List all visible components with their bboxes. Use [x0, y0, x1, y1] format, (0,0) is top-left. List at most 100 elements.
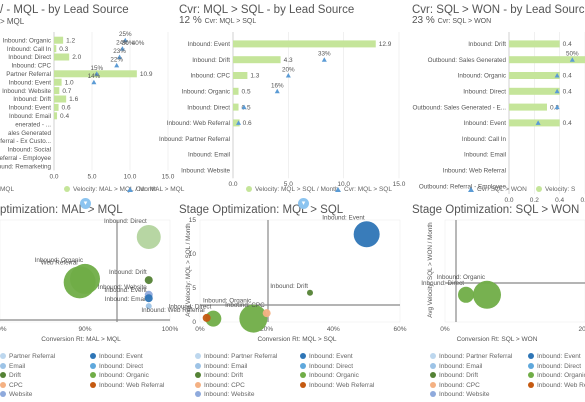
p6-legend-label: Inbound: Web Referral [537, 381, 585, 389]
p3-x-tick: 0.2 [530, 197, 539, 204]
p4-legend-item[interactable]: Email [0, 363, 25, 370]
p1-x-tick: 10.0 [124, 173, 137, 180]
panel3-subtitle-value: 23 % [412, 15, 435, 26]
panel2-filter-icon[interactable]: ▾ [298, 198, 309, 209]
legend-swatch [430, 372, 436, 379]
p1-marker-label: 24% [116, 40, 129, 47]
p5-y-label: Avg Velocity: MQL > SQL / Month [185, 223, 192, 317]
p6-legend-label: Inbound: Organic [537, 372, 585, 379]
p1-bar [54, 112, 58, 120]
p1-bar [54, 95, 67, 103]
p5-legend-label: Inbound: Email [204, 362, 248, 370]
p5-point-label: Inbound: Event [322, 214, 365, 221]
p1-bar-value-label: 1.0 [65, 79, 74, 86]
p4-legend-label: Website [9, 391, 33, 398]
p5-legend-item[interactable]: Inbound: Drift [195, 372, 243, 379]
p4-point [144, 276, 153, 285]
p5-legend-item[interactable]: Inbound: Partner Referral [195, 353, 277, 360]
legend-swatch [195, 391, 201, 398]
p6-legend-item[interactable]: Inbound: Organic [528, 372, 585, 379]
p1-marker [94, 71, 100, 76]
p1-bar [54, 87, 60, 95]
p4-point [145, 303, 152, 310]
legend-bar-swatch [246, 186, 252, 193]
p2-marker [285, 73, 291, 78]
p4-legend-item[interactable]: Drift [0, 372, 21, 379]
p2-bar-value-label: 0.6 [243, 120, 252, 127]
p2-x-tick: 15.0 [393, 181, 406, 188]
p3-category-label: Inbound: Web Referral [443, 168, 506, 175]
p3-bar [509, 103, 547, 111]
legend-marker-swatch [468, 186, 474, 192]
p6-legend-item[interactable]: Inbound: Event [528, 353, 581, 360]
p1-bar [54, 53, 70, 61]
p4-legend-item[interactable]: Inbound: Web Referral [90, 382, 164, 389]
p6-legend-item[interactable]: Inbound: CPC [430, 382, 480, 389]
p2-category-label: Inbound: Direct [187, 104, 230, 111]
legend-swatch [195, 353, 201, 360]
p1-category-label: Inbound: Email [9, 113, 51, 120]
legend-swatch [528, 372, 534, 379]
p5-x-tick: 20% [260, 326, 273, 333]
p4-legend-item[interactable]: Inbound: Event [90, 353, 143, 360]
p1-bar-value-label: 1.2 [66, 37, 75, 44]
p1-category-label: Inbound: Event [9, 105, 52, 112]
panel6-title: Stage Optimization: SQL > WON [412, 204, 580, 216]
p3-bar-value-label: 0.4 [563, 41, 572, 48]
p5-legend-item[interactable]: Inbound: Web Referral [300, 382, 374, 389]
p6-legend-item[interactable]: Inbound: Email [430, 363, 482, 370]
p1-bar [54, 36, 64, 44]
p2-bar [233, 87, 239, 95]
p1-top-tick: 40% [132, 40, 145, 47]
p3-x-tick: 0.4 [555, 197, 564, 204]
p6-legend-item[interactable]: Inbound: Direct [528, 363, 581, 370]
p5-legend-item[interactable]: Inbound: CPC [195, 382, 245, 389]
legend-swatch [90, 362, 96, 369]
p4-legend-item[interactable]: Website [0, 391, 32, 398]
p4-point-label: Inbound: Direct [104, 218, 147, 225]
panel1-legend-marker: Cvr: MAL > MQL [127, 186, 184, 193]
p5-legend-item[interactable]: Inbound: Email [195, 363, 247, 370]
legend-swatch [90, 372, 96, 379]
legend-marker-swatch [127, 186, 133, 192]
p5-point-label: Inbound: CPC [225, 302, 265, 309]
p5-legend-item[interactable]: Inbound: Direct [300, 363, 353, 370]
p2-category-label: Inbound: Website [181, 168, 230, 175]
p4-point [144, 294, 153, 303]
p2-category-label: Inbound: Event [188, 41, 231, 48]
p5-x-label: Conversion Rt: MQL > SQL [257, 336, 336, 343]
legend-swatch [430, 362, 436, 369]
p6-legend-item[interactable]: Inbound: Website [430, 391, 489, 398]
p4-legend-item[interactable]: Inbound: Direct [90, 363, 143, 370]
panel1-legend: MQL [0, 186, 14, 193]
p5-legend-item[interactable]: Inbound: Website [195, 391, 254, 398]
panel1-legend-bar-label: Velocity: MAL > MQL / Month [73, 186, 157, 193]
p1-marker [114, 62, 120, 68]
legend-swatch [300, 381, 306, 388]
p4-legend-item[interactable]: CPC [0, 382, 23, 389]
p2-category-label: Inbound: Email [188, 152, 230, 159]
p3-bar [509, 72, 560, 79]
p4-legend-item[interactable]: Partner Referral [0, 353, 55, 360]
p4-legend-item[interactable]: Inbound: Organic [90, 372, 149, 379]
p1-bar-value-label: 10.9 [140, 71, 153, 78]
p5-legend-item[interactable]: Inbound: Event [300, 353, 353, 360]
p6-point-label: Inbound: Organic [437, 274, 485, 281]
p6-legend-item[interactable]: Inbound: Drift [430, 372, 478, 379]
p6-legend-label: Inbound: Website [439, 391, 490, 398]
p6-x-tick: 20% [578, 326, 585, 333]
p6-legend-item[interactable]: Inbound: Web Referral [528, 382, 585, 389]
p3-category-label: Inbound: Email [464, 152, 506, 159]
panel2-legend-marker-label: Cvr: MQL > SQL [344, 186, 392, 193]
p1-marker-label: 22% [110, 56, 123, 63]
p5-point-label: Inbound: Organic [203, 298, 251, 305]
p5-legend-label: Inbound: Web Referral [309, 381, 375, 389]
panel1-filter-icon[interactable]: ▾ [80, 198, 91, 209]
p2-marker [274, 88, 280, 94]
p5-y-tick: 0 [192, 319, 196, 326]
p5-legend-item[interactable]: Inbound: Organic [300, 372, 359, 379]
legend-swatch [0, 362, 6, 369]
p2-x-tick: 0.0 [228, 181, 237, 188]
legend-swatch [300, 372, 306, 379]
p6-legend-item[interactable]: Inbound: Partner Referral [430, 353, 512, 360]
